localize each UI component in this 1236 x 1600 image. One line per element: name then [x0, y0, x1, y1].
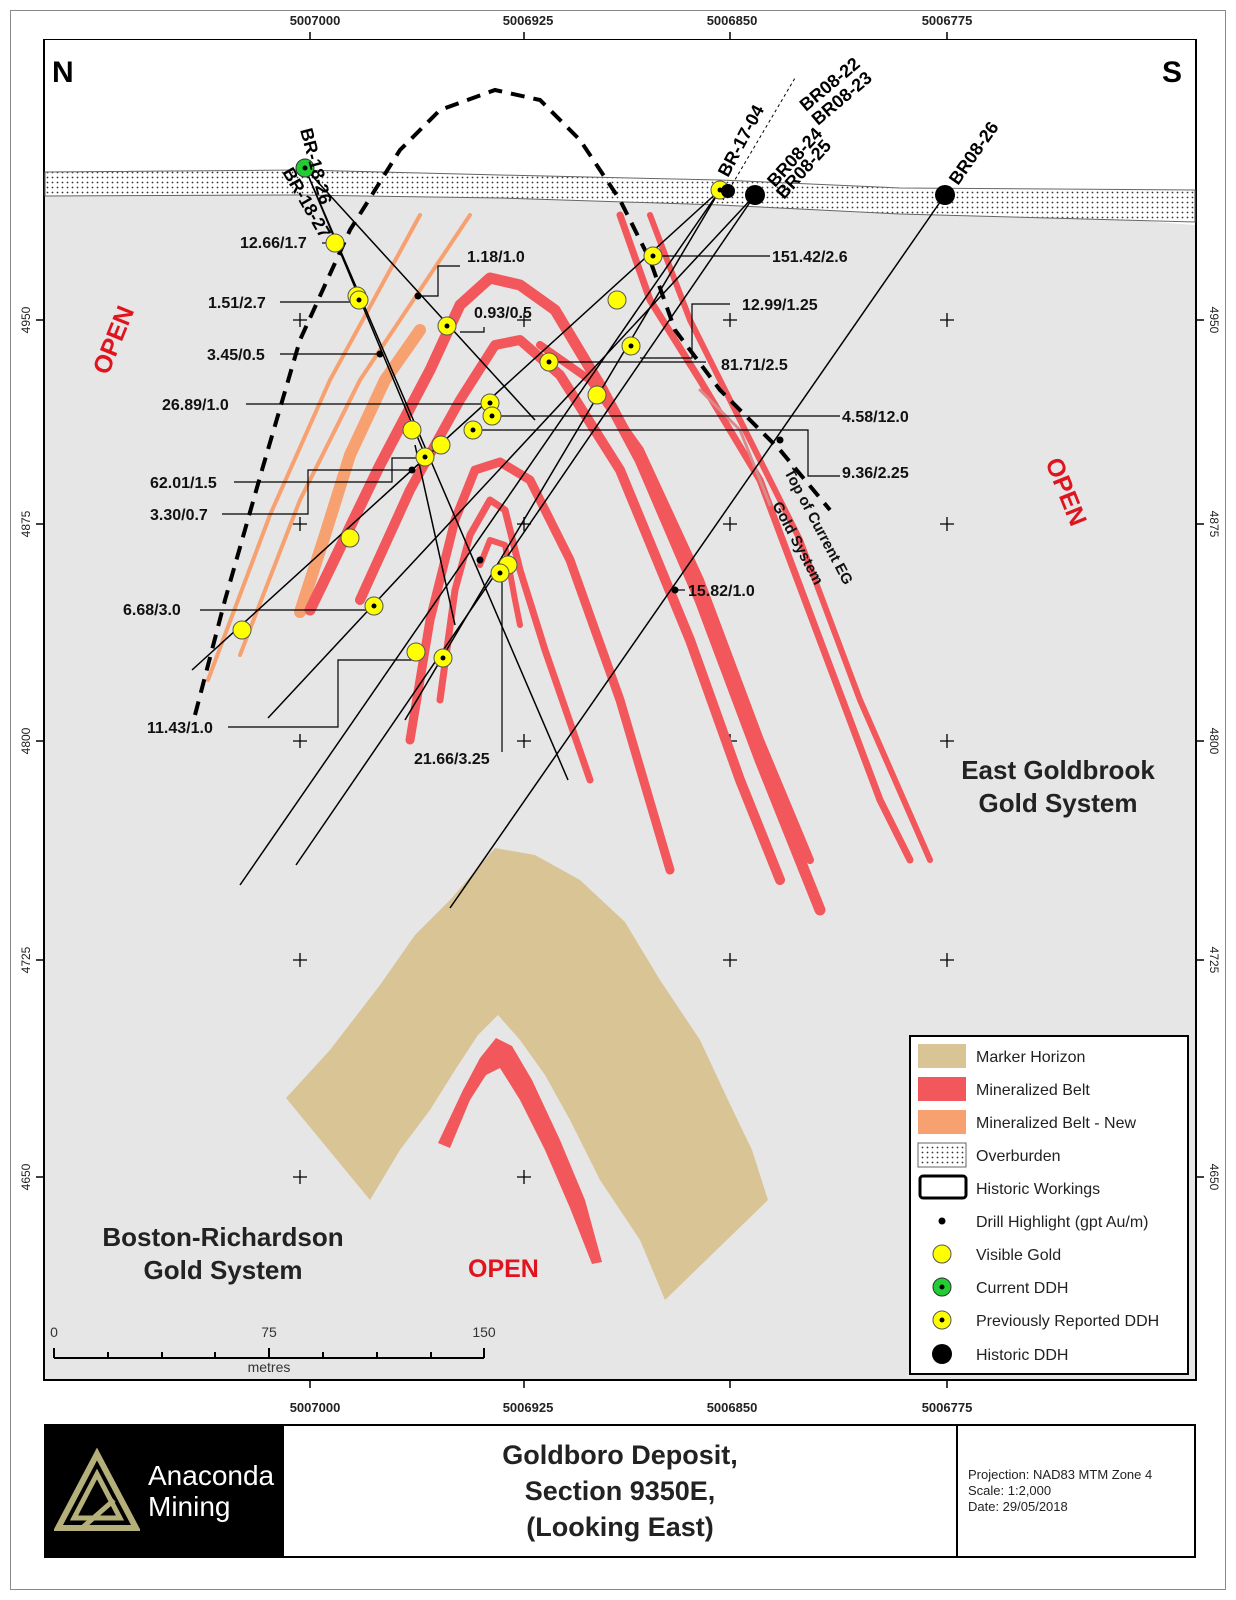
title-block: Anaconda Mining Goldboro Deposit, Sectio… — [44, 1424, 1196, 1558]
intercept-label: 12.99/1.25 — [742, 297, 818, 314]
marker-horizon — [286, 848, 768, 1300]
overburden — [44, 169, 1196, 223]
legend-swatch-marker-horizon — [918, 1044, 966, 1068]
north-label: N — [52, 56, 74, 89]
title-line-1: Goldboro Deposit, — [502, 1440, 738, 1470]
top-x-tick-label: 5006775 — [922, 13, 973, 28]
y-tick-label-left: 4950 — [19, 306, 33, 333]
south-label: S — [1162, 56, 1182, 89]
legend-label: Previously Reported DDH — [976, 1313, 1159, 1330]
title-panel: Goldboro Deposit, Section 9350E, (Lookin… — [282, 1426, 958, 1556]
historic-ddh-markers — [721, 184, 955, 205]
page-frame — [10, 10, 1226, 1590]
intercept-label: 9.36/2.25 — [842, 465, 909, 482]
intercept-label: 15.82/1.0 — [688, 583, 755, 600]
intercept-label: 1.18/1.0 — [467, 249, 525, 266]
company-logo: Anaconda Mining — [46, 1426, 282, 1556]
mineralized-belt-lower — [438, 1038, 602, 1264]
intercept-label: 1.51/2.7 — [208, 295, 266, 312]
y-tick-label-left: 4650 — [19, 1163, 33, 1190]
open-label-bottom: OPEN — [468, 1255, 539, 1283]
legend-label: Mineralized Belt — [976, 1082, 1090, 1099]
legend-label: Overburden — [976, 1148, 1061, 1165]
historic-workings — [193, 87, 832, 716]
intercept-label: 26.89/1.0 — [162, 397, 229, 414]
current-ddh-center — [302, 165, 308, 171]
legend-label: Drill Highlight (gpt Au/m) — [976, 1214, 1149, 1231]
legend-swatch-visible-gold — [932, 1244, 952, 1264]
bottom-x-tick-label: 5006850 — [707, 1400, 758, 1415]
boston-richardson-label: Boston-Richardson — [102, 1222, 343, 1252]
intercept-label: 151.42/2.6 — [772, 249, 848, 266]
legend-swatch-historic-workings — [918, 1174, 968, 1200]
boston-richardson-label-2: Gold System — [144, 1255, 303, 1285]
visible-gold-markers — [232, 233, 627, 662]
scale-text: Scale: 1:2,000 — [968, 1483, 1052, 1498]
bottom-x-tick-label: 5007000 — [290, 1400, 341, 1415]
intercept-label: 81.71/2.5 — [721, 357, 788, 374]
intercept-label: 3.45/0.5 — [207, 347, 265, 364]
legend-label: Marker Horizon — [976, 1049, 1085, 1066]
intercept-label: 4.58/12.0 — [842, 409, 909, 426]
y-tick-label-right: 4950 — [1207, 307, 1221, 334]
scale-bar: 0 75 150 metres — [50, 1324, 496, 1375]
scale-label: 0 — [50, 1324, 58, 1340]
projection-text: Projection: NAD83 MTM Zone 4 — [968, 1467, 1153, 1482]
title-line-2: Section 9350E, — [524, 1476, 716, 1506]
map-info: Projection: NAD83 MTM Zone 4 Scale: 1:2,… — [958, 1426, 1194, 1556]
legend-swatch-overburden — [917, 1142, 967, 1168]
y-tick-label-left: 4725 — [19, 946, 33, 973]
legend-swatch-historic-ddh — [932, 1344, 952, 1364]
bottom-x-tick-label: 5006925 — [503, 1400, 554, 1415]
intercept-label: 21.66/3.25 — [414, 751, 490, 768]
drill-highlight-dots — [376, 292, 784, 594]
legend-swatch-drill-highlight — [938, 1217, 946, 1225]
intercept-label: 12.66/1.7 — [240, 235, 307, 252]
drill-traces — [191, 77, 946, 909]
leader-lines — [200, 242, 840, 752]
top-x-tick-label: 5006925 — [503, 13, 554, 28]
logo-line-1: Anaconda — [148, 1460, 275, 1491]
legend-label: Mineralized Belt - New — [976, 1115, 1137, 1132]
legend-swatch-mineralized-belt — [918, 1077, 966, 1101]
top-x-tick-label: 5007000 — [290, 13, 341, 28]
y-tick-label-right: 4875 — [1207, 511, 1221, 538]
bottom-x-tick-label: 5006775 — [922, 1400, 973, 1415]
y-tick-label-right: 4650 — [1207, 1164, 1221, 1191]
east-goldbrook-label-2: Gold System — [979, 788, 1138, 818]
legend-label: Visible Gold — [976, 1247, 1061, 1264]
y-tick-label-left: 4800 — [19, 727, 33, 754]
legend-label: Historic Workings — [976, 1181, 1100, 1198]
intercept-label: 62.01/1.5 — [150, 475, 217, 492]
east-goldbrook-label: East Goldbrook — [961, 755, 1155, 785]
scale-label: 75 — [261, 1324, 277, 1340]
intercept-label: 3.30/0.7 — [150, 507, 208, 524]
axis-ticks — [36, 32, 1204, 1388]
y-tick-label-right: 4800 — [1207, 728, 1221, 755]
title-line-3: (Looking East) — [526, 1512, 714, 1542]
legend-swatch-mineralized-belt-new — [918, 1110, 966, 1134]
y-tick-label-right: 4725 — [1207, 947, 1221, 974]
top-x-tick-label: 5006850 — [707, 13, 758, 28]
intercept-label: 11.43/1.0 — [147, 720, 213, 737]
intercept-label: 6.68/3.0 — [123, 602, 181, 619]
legend-label: Historic DDH — [976, 1347, 1068, 1364]
date-text: Date: 29/05/2018 — [968, 1499, 1068, 1514]
anaconda-logo-icon — [54, 1448, 140, 1531]
scale-label: 150 — [472, 1324, 496, 1340]
legend-label: Current DDH — [976, 1280, 1068, 1297]
logo-line-2: Mining — [148, 1491, 231, 1522]
y-tick-label-left: 4875 — [19, 510, 33, 537]
intercept-label: 0.93/0.5 — [474, 305, 532, 322]
scale-unit: metres — [248, 1359, 291, 1375]
legend: Marker Horizon Mineralized Belt Minerali… — [909, 1035, 1189, 1375]
